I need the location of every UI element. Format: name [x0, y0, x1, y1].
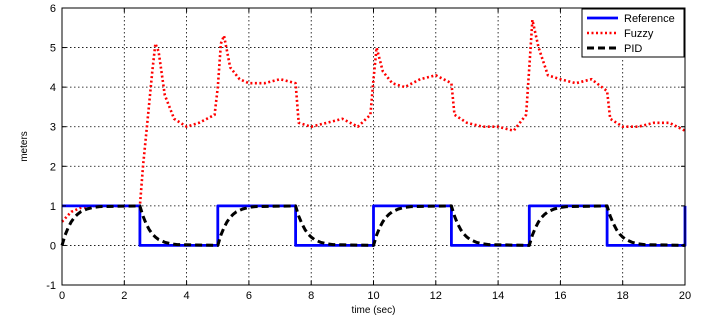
- y-axis-label: meters: [19, 131, 30, 162]
- x-tick-label: 14: [492, 290, 504, 302]
- legend-label-reference: Reference: [624, 13, 675, 25]
- x-tick-label: 18: [617, 290, 629, 302]
- legend-label-pid: PID: [624, 43, 642, 55]
- y-tick-label: 6: [50, 3, 56, 15]
- y-tick-label: 4: [50, 82, 56, 94]
- x-tick-label: 6: [246, 290, 252, 302]
- y-tick-label: 2: [50, 161, 56, 173]
- legend: Reference Fuzzy PID: [581, 8, 685, 58]
- series-layer: [60, 18, 687, 247]
- x-tick-label: 10: [367, 290, 379, 302]
- y-tick-label: -1: [46, 280, 56, 292]
- series-reference: [62, 204, 687, 247]
- x-tick-label: 12: [430, 290, 442, 302]
- y-tick-label: 3: [50, 122, 56, 134]
- series-pid: [60, 204, 686, 247]
- x-tick-label: 20: [679, 290, 691, 302]
- x-tick-label: 4: [184, 290, 190, 302]
- x-tick-label: 8: [308, 290, 314, 302]
- x-axis-label: time (sec): [352, 305, 396, 316]
- y-tick-label: 5: [50, 43, 56, 55]
- legend-label-fuzzy: Fuzzy: [624, 28, 654, 40]
- x-tick-label: 2: [121, 290, 127, 302]
- y-tick-label: 1: [50, 201, 56, 213]
- x-tick-label: 0: [59, 290, 65, 302]
- x-tick-label: 16: [554, 290, 566, 302]
- y-tick-label: 0: [50, 240, 56, 252]
